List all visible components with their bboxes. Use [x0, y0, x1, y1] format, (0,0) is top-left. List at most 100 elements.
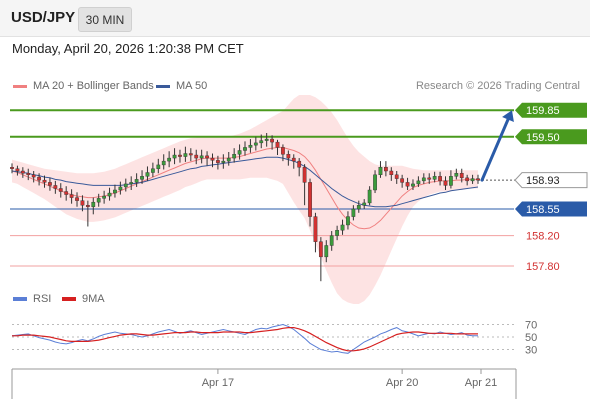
candle [167, 151, 172, 168]
candle [443, 176, 448, 190]
candle-body-down [297, 160, 302, 168]
candle [232, 148, 237, 163]
candle [226, 152, 231, 166]
candle [297, 158, 302, 177]
level-label-158.55: 158.55 [526, 204, 560, 216]
symbol-title: USD/JPY [11, 9, 76, 26]
candle [346, 211, 350, 230]
candle [264, 133, 269, 147]
rsi-tick-30: 30 [525, 345, 537, 357]
candle-body-down [394, 174, 399, 179]
candle-body-up [145, 172, 150, 177]
candle-body-down [210, 157, 215, 161]
rsi-ma-line [12, 327, 478, 352]
candle-body-up [123, 183, 128, 188]
candle-body-down [459, 173, 464, 179]
candle [335, 225, 339, 241]
candle [373, 170, 377, 194]
level-tag-158.93 [514, 172, 588, 189]
candle-body-down [26, 173, 31, 175]
candle-body-up [134, 179, 139, 183]
legend-rsi-label: RSI [33, 293, 52, 305]
ma20-swatch [13, 84, 27, 88]
candle [107, 187, 112, 201]
candle [15, 165, 20, 176]
candle [291, 154, 296, 169]
candle-body-up [221, 160, 226, 163]
candle [26, 168, 31, 181]
candle [10, 163, 14, 174]
timeframe-button[interactable]: 30 MIN [78, 7, 132, 32]
candle [75, 192, 79, 207]
candle [156, 158, 161, 174]
candle-body-down [389, 170, 394, 175]
candle [237, 144, 242, 160]
candle [308, 178, 312, 227]
legend-9ma: 9MA [62, 293, 105, 305]
candle-body-up [259, 140, 264, 144]
level-label-157.80: 157.80 [526, 261, 560, 273]
candle-body-down [194, 154, 199, 159]
candle [313, 212, 318, 253]
candle-body-up [96, 198, 101, 203]
rsi-tick-50: 50 [525, 332, 537, 344]
candle-body-down [405, 182, 410, 187]
legend-ma50: MA 50 [156, 80, 207, 92]
candle [118, 181, 123, 195]
candle-body-up [161, 160, 166, 166]
time-tick-label: Apr 21 [465, 377, 497, 389]
candle-body-up [362, 202, 367, 206]
candle-body-down [188, 153, 193, 156]
candle [329, 231, 334, 251]
candle-body-down [20, 170, 25, 174]
candle-body-up [107, 192, 112, 197]
candle [85, 200, 90, 227]
candle [394, 171, 399, 184]
candle-body-up [356, 204, 361, 210]
candle-body-down [291, 157, 296, 162]
candle [42, 175, 47, 188]
candle [102, 190, 106, 204]
candle-body-up [183, 153, 188, 157]
candle-body-down [318, 241, 323, 258]
candle-body-down [443, 180, 448, 186]
candle-body-up [172, 154, 177, 159]
candle-body-down [281, 147, 285, 155]
candle-body-up [416, 180, 421, 185]
candle [48, 177, 52, 191]
ma9-swatch [62, 297, 76, 301]
candle-body-up [118, 186, 123, 191]
candle [253, 136, 258, 151]
rsi-tick-70: 70 [525, 320, 537, 332]
candle [476, 174, 480, 184]
time-tick-label: Apr 20 [386, 377, 418, 389]
candle [270, 135, 274, 150]
candle-body-up [151, 168, 155, 173]
level-label-159.85: 159.85 [526, 105, 560, 117]
candle-body-up [335, 230, 339, 236]
candle-body-down [275, 141, 280, 148]
ma50-swatch [156, 84, 170, 88]
candle [205, 151, 209, 166]
candle-body-down [178, 154, 182, 157]
legend-rsi: RSI [13, 293, 51, 305]
candle-body-up [340, 224, 345, 231]
level-label-159.50: 159.50 [526, 132, 560, 144]
candle [123, 178, 128, 192]
candle-body-down [75, 197, 79, 201]
candle [449, 170, 453, 189]
level-label-158.93: 158.93 [526, 175, 560, 187]
candle [140, 170, 144, 184]
rsi-swatch [13, 297, 27, 301]
candle [37, 173, 41, 186]
candle-body-down [42, 179, 47, 183]
candle [91, 197, 96, 215]
candle [351, 205, 356, 221]
candle [454, 168, 459, 180]
candle-body-up [156, 164, 161, 169]
candle [405, 177, 410, 190]
candle-body-down [58, 188, 63, 192]
candle [194, 149, 199, 165]
